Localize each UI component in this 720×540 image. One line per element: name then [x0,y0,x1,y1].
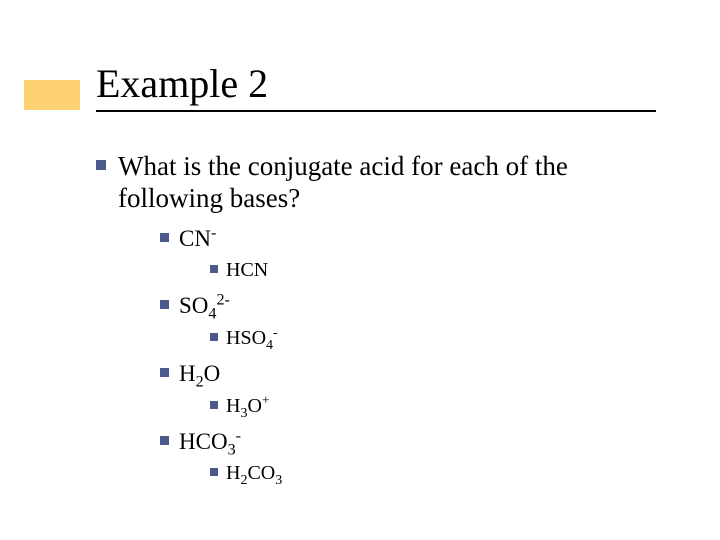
bullet-icon [210,265,218,273]
slide-content: What is the conjugate acid for each of t… [96,150,656,485]
bullet-icon [210,468,218,476]
acid-formula: H3O+ [226,394,270,418]
acid-item: HCN [210,258,656,282]
base-formula: HCO3- [179,428,241,456]
acid-item: H3O+ [210,394,656,418]
slide-title: Example 2 [96,60,268,107]
bullet-icon [210,401,218,409]
base-item: SO42- [160,292,656,320]
acid-item: H2CO3 [210,461,656,485]
accent-bar [24,80,80,110]
base-formula: CN- [179,225,216,253]
base-item: H2O [160,360,656,388]
acid-formula: HSO4- [226,326,278,350]
base-item: CN- [160,225,656,253]
bullet-icon [96,160,106,170]
bullet-icon [160,300,169,309]
acid-formula: HCN [226,258,268,282]
base-formula: H2O [179,360,220,388]
title-underline [96,110,656,112]
bullet-icon [160,233,169,242]
acid-item: HSO4- [210,326,656,350]
base-formula: SO42- [179,292,230,320]
bullet-icon [160,368,169,377]
bullet-icon [210,333,218,341]
acid-formula: H2CO3 [226,461,282,485]
question-row: What is the conjugate acid for each of t… [96,150,656,215]
bullet-icon [160,436,169,445]
question-text: What is the conjugate acid for each of t… [118,150,656,215]
base-item: HCO3- [160,428,656,456]
